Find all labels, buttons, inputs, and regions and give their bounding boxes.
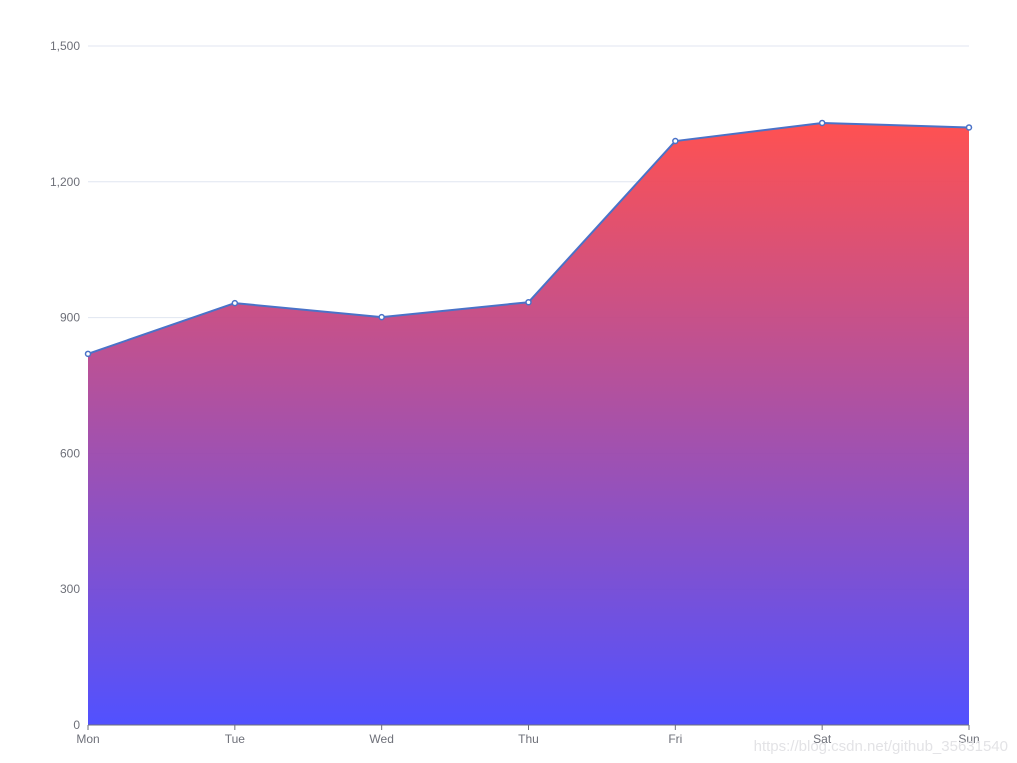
data-point-mon[interactable] <box>84 350 92 358</box>
x-tick-label: Mon <box>76 732 99 746</box>
y-tick-label: 1,200 <box>50 175 80 189</box>
data-points <box>84 119 973 358</box>
y-axis-labels: 0 300 600 900 1,200 1,500 <box>50 39 80 732</box>
x-tick-label: Wed <box>369 732 393 746</box>
x-tick-label: Fri <box>668 732 682 746</box>
x-axis <box>87 724 970 730</box>
y-tick-label: 300 <box>60 582 80 596</box>
watermark-text: https://blog.csdn.net/github_35631540 <box>754 738 1008 755</box>
y-tick-label: 1,500 <box>50 39 80 53</box>
area-fill <box>88 122 969 726</box>
data-point-tue[interactable] <box>231 299 239 307</box>
x-tick-label: Sun <box>958 732 979 746</box>
x-tick-label: Sat <box>813 732 832 746</box>
data-point-fri[interactable] <box>672 137 679 145</box>
x-tick-label: Thu <box>518 732 539 746</box>
y-tick-label: 900 <box>60 311 80 325</box>
y-tick-label: 600 <box>60 446 80 460</box>
data-point-thu[interactable] <box>525 298 532 306</box>
area-series <box>88 122 969 726</box>
y-tick-label: 0 <box>73 718 80 732</box>
x-axis-labels: Mon Tue Wed Thu Fri Sat Sun <box>76 732 979 746</box>
data-point-sun[interactable] <box>965 124 973 131</box>
data-point-sat[interactable] <box>818 119 826 127</box>
x-tick-label: Tue <box>225 732 246 746</box>
data-point-wed[interactable] <box>378 313 385 321</box>
